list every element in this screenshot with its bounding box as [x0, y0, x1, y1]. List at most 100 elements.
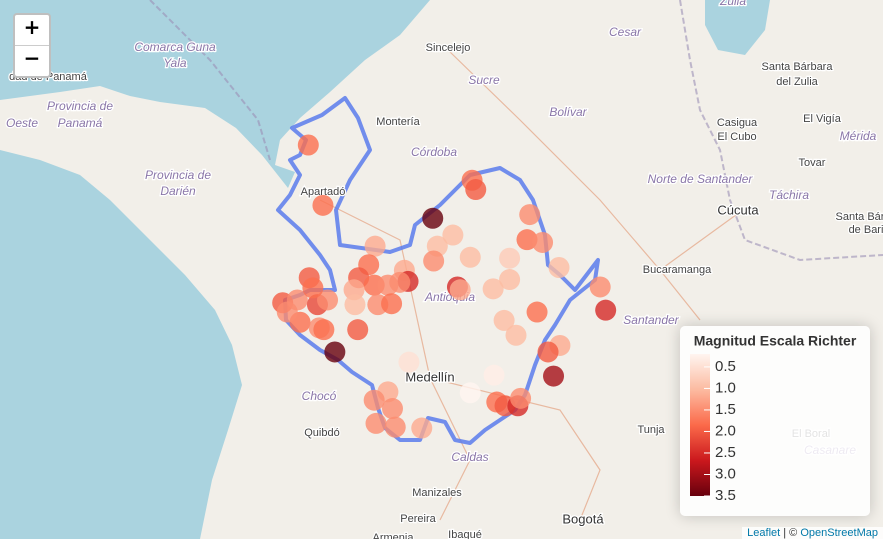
earthquake — [516, 229, 538, 251]
earthquake — [381, 293, 403, 315]
place-label: Comarca Guna — [134, 40, 216, 54]
place-label: Zulia — [719, 0, 746, 8]
place-label: Chocó — [302, 389, 337, 403]
point-layer — [272, 134, 617, 439]
place-label: Bolívar — [549, 105, 587, 119]
earthquake — [499, 269, 521, 291]
place-label: Santander — [623, 313, 679, 327]
earthquake — [317, 289, 339, 311]
place-label: Casigua — [717, 117, 758, 129]
road — [319, 49, 741, 521]
earthquake — [449, 279, 471, 301]
place-label: Sucre — [468, 73, 500, 87]
earthquake — [411, 417, 433, 439]
earthquake — [302, 277, 324, 299]
place-label: Montería — [376, 116, 420, 128]
place-label: Santa Bár — [836, 211, 883, 223]
place-label: Santa Bárbara — [762, 61, 834, 73]
earthquake — [510, 387, 532, 409]
earthquake — [442, 224, 464, 246]
earthquake — [347, 319, 369, 341]
earthquake — [384, 416, 406, 438]
place-label: Tunja — [637, 424, 665, 436]
earthquake — [499, 247, 521, 269]
earthquake — [324, 341, 346, 363]
attribution: Leaflet | © OpenStreetMap — [742, 527, 883, 539]
place-label: El Cubo — [717, 131, 756, 143]
earthquake — [423, 250, 445, 272]
osm-link[interactable]: OpenStreetMap — [800, 527, 878, 539]
zoom-in[interactable]: + — [23, 15, 41, 39]
earthquake — [313, 319, 335, 341]
earthquake — [595, 299, 617, 321]
earthquake — [537, 341, 559, 363]
legend-tick-label: 3.0 — [715, 465, 736, 482]
place-label: Oeste — [6, 116, 38, 130]
place-label: El Vigía — [803, 113, 842, 125]
earthquake — [543, 365, 565, 387]
place-label: Provincia de — [145, 168, 211, 182]
legend-tick-label: 1.5 — [715, 401, 736, 418]
place-label: Quibdó — [304, 427, 339, 439]
place-label: Provincia de — [47, 99, 113, 113]
place-label: Medellín — [405, 369, 454, 384]
earthquake — [548, 256, 570, 278]
earthquake — [589, 276, 611, 298]
place-label: Armenia — [373, 532, 415, 539]
earthquake — [297, 134, 319, 156]
earthquake — [483, 364, 505, 386]
earthquake — [505, 324, 527, 346]
place-label: Manizales — [412, 487, 462, 499]
earthquake — [363, 389, 385, 411]
earthquake — [459, 382, 481, 404]
place-label: Norte de Santander — [648, 172, 754, 186]
place-label: Cúcuta — [717, 202, 759, 217]
place-label: Ibagué — [448, 529, 482, 539]
earthquake — [532, 231, 554, 253]
attribution-separator: | © — [783, 527, 798, 539]
place-label: Cesar — [609, 25, 642, 39]
earthquake — [312, 194, 334, 216]
sea — [0, 0, 430, 188]
legend-svg: Magnitud Escala Richter 0.5 1.0 1.5 2.0 2.5 3… — [690, 333, 857, 504]
earthquake — [365, 412, 387, 434]
color-bar — [690, 354, 710, 496]
border — [149, 0, 883, 262]
earthquake — [526, 301, 548, 323]
place-label: Táchira — [769, 188, 809, 202]
place-label: Córdoba — [411, 145, 457, 159]
legend-tick-label: 0.5 — [715, 358, 736, 375]
zoom-out[interactable]: − — [15, 45, 49, 76]
legend: Magnitud Escala Richter 0.5 1.0 1.5 2.0 2.5 3… — [680, 326, 870, 516]
legend-tick-label: 2.0 — [715, 422, 736, 439]
legend-tick-label: 2.5 — [715, 444, 736, 461]
place-label: Darién — [160, 184, 196, 198]
earthquake — [276, 301, 298, 323]
leaflet-link[interactable]: Leaflet — [747, 527, 781, 539]
place-label: de Bari — [849, 224, 883, 236]
earthquake — [389, 271, 411, 293]
lake — [705, 0, 770, 55]
earthquake — [343, 279, 365, 301]
place-label: Sincelejo — [426, 42, 471, 54]
earthquake — [398, 351, 420, 373]
place-label: del Zulia — [776, 76, 818, 88]
legend-tick-label: 1.0 — [715, 379, 736, 396]
earthquake — [422, 207, 444, 229]
place-label: Bogotá — [562, 511, 604, 526]
place-label: Pereira — [400, 513, 436, 525]
place-label: Bucaramanga — [643, 264, 712, 276]
legend-title: Magnitud Escala Richter — [694, 333, 857, 349]
place-label: Tovar — [799, 157, 826, 169]
earthquake — [482, 278, 504, 300]
earthquake — [381, 398, 403, 420]
place-label: Mérida — [840, 129, 877, 143]
earthquake — [519, 204, 541, 226]
place-label: Yala — [163, 56, 186, 70]
earthquake — [364, 235, 386, 257]
earthquake — [459, 246, 481, 268]
place-label: Caldas — [451, 450, 488, 464]
